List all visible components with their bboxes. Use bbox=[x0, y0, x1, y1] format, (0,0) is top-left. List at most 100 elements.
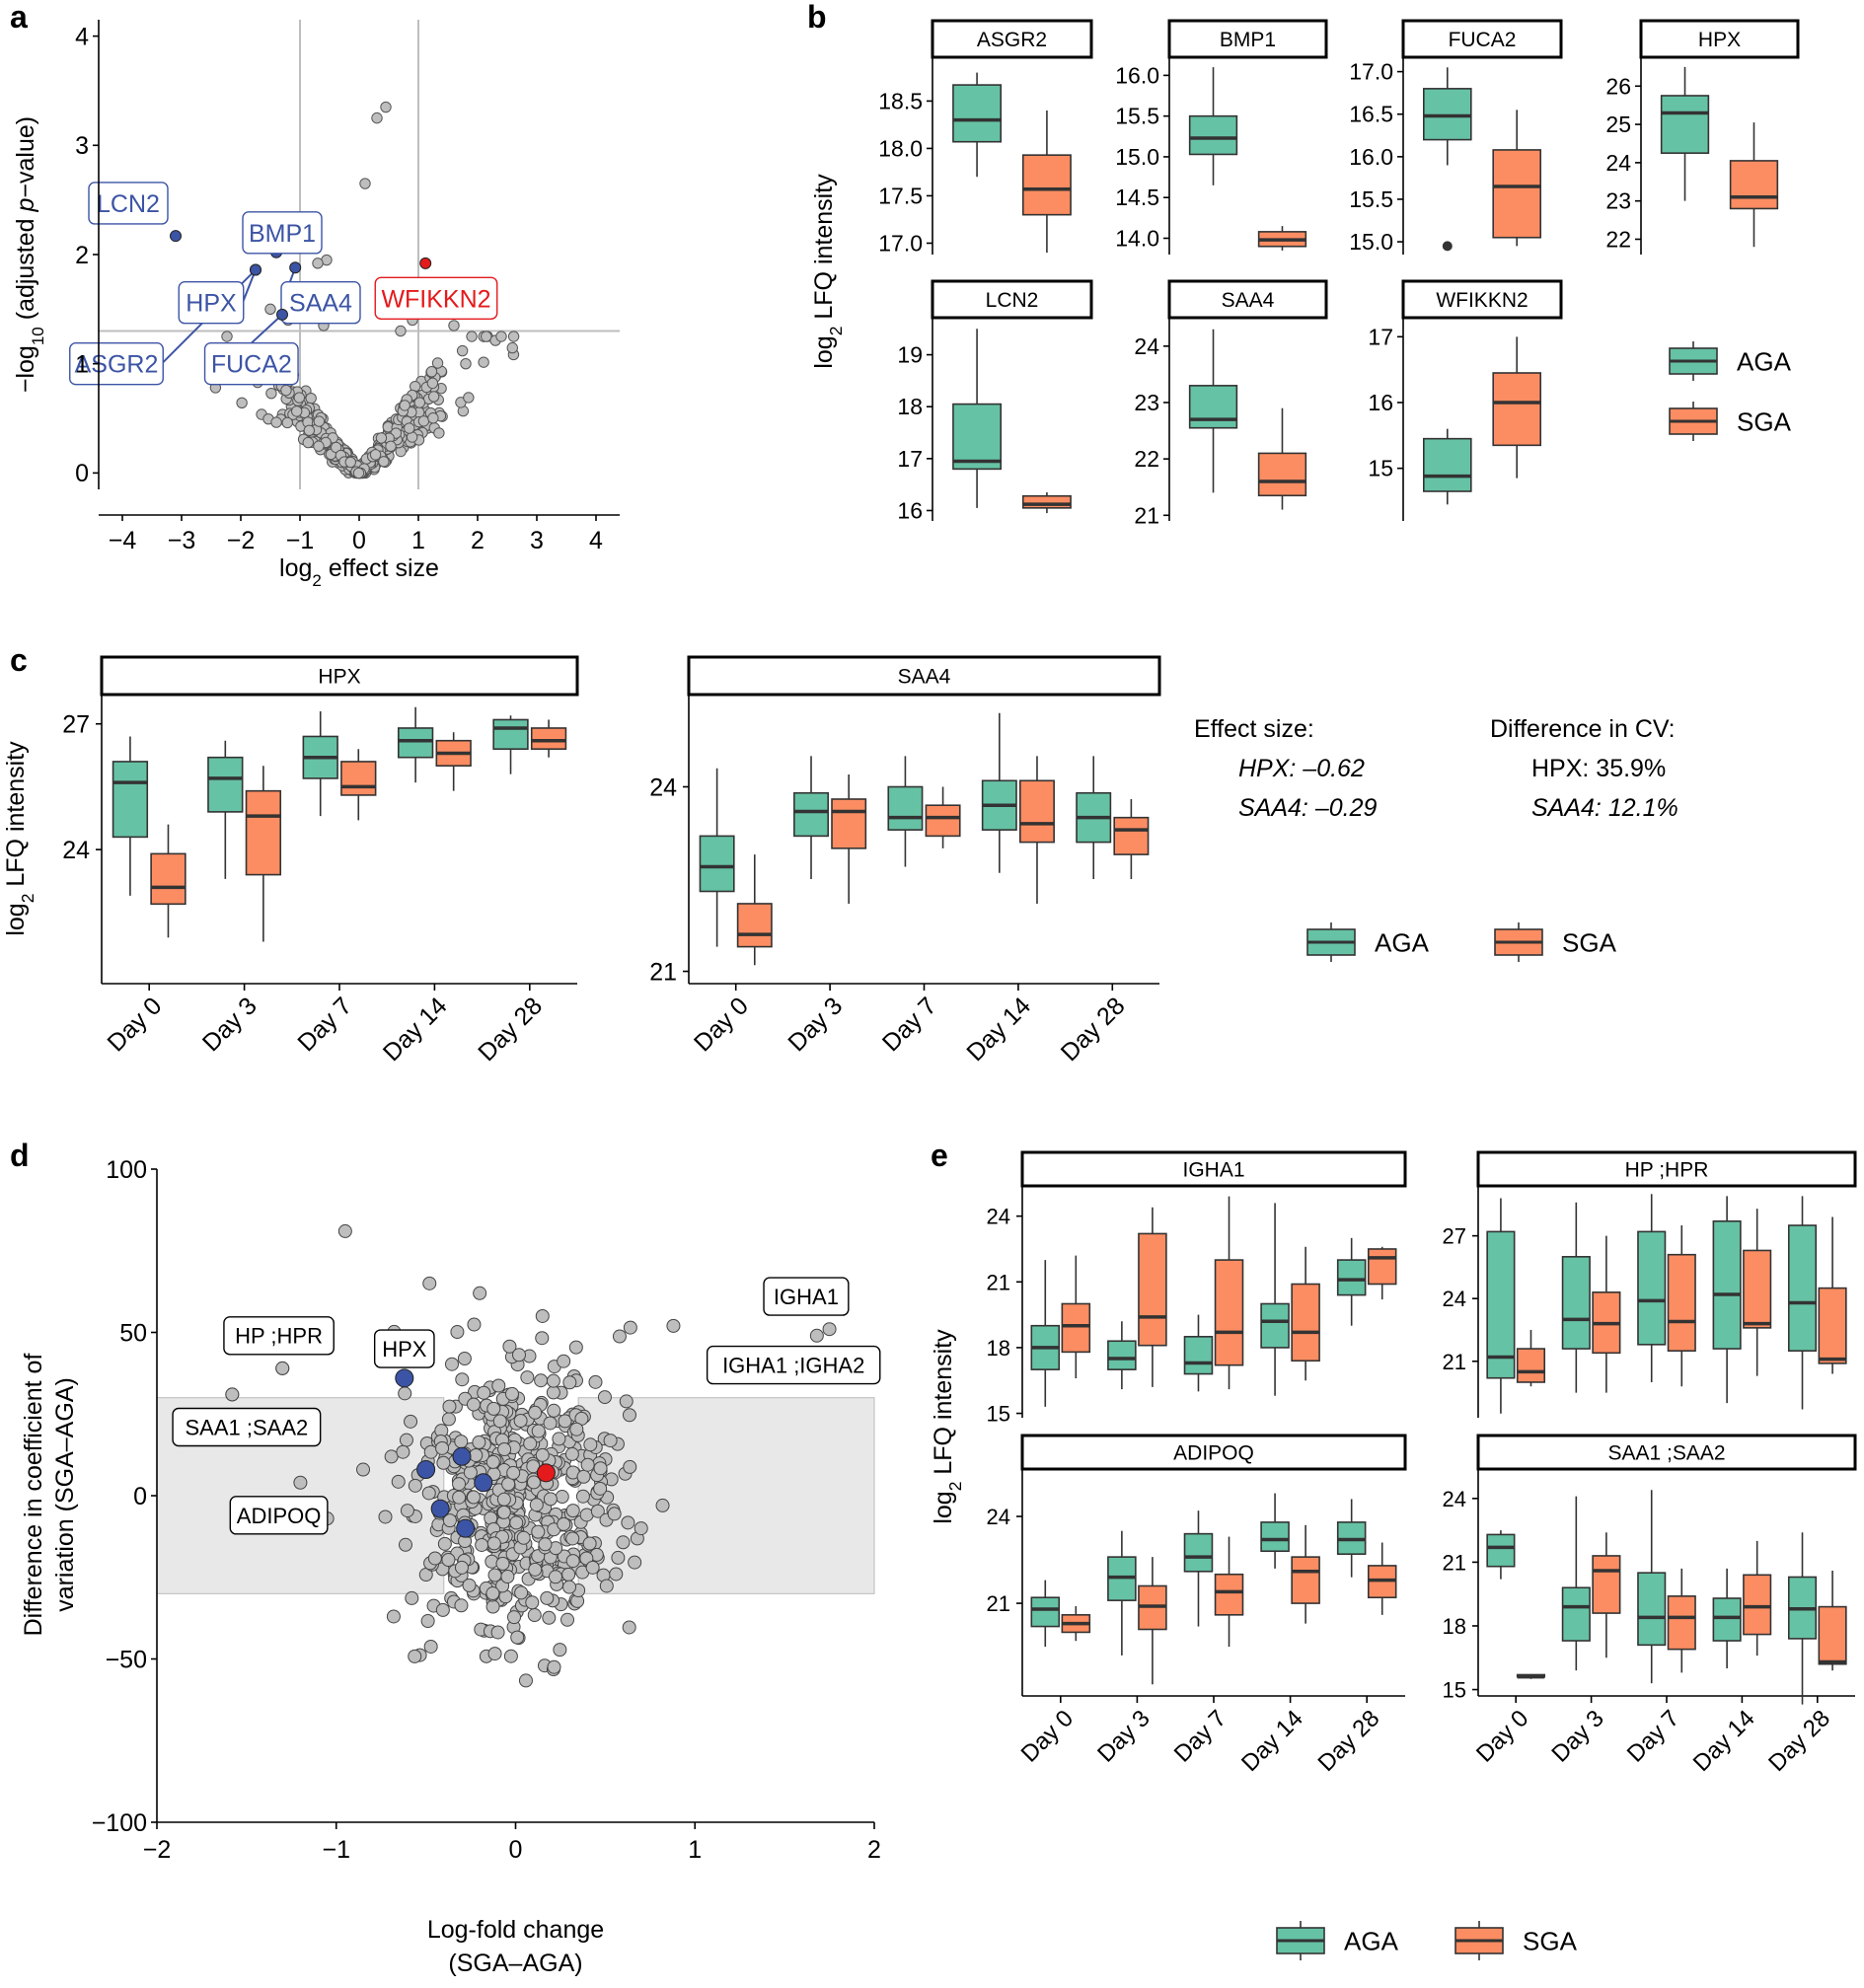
panel-e-legend-aga-label: AGA bbox=[1344, 1926, 1399, 1955]
volcano-point bbox=[375, 432, 388, 444]
cv-point bbox=[609, 1567, 624, 1582]
facet-b-lcn2: LCN2 16 17 18 19 bbox=[897, 279, 1093, 523]
facet-c-hpx-day-3-sga-box bbox=[245, 789, 282, 876]
volcano-x-tick-label: 1 bbox=[411, 527, 425, 554]
facet-e-igha1-day-14-aga-box bbox=[1260, 1302, 1290, 1349]
facet-b-asgr2-strip-title: ASGR2 bbox=[977, 29, 1047, 51]
cv-point bbox=[485, 1586, 500, 1601]
cv-point bbox=[535, 1447, 550, 1462]
cv-point bbox=[485, 1599, 500, 1614]
facet-e-saa1-saa2-tick-label: 18 bbox=[1443, 1614, 1466, 1639]
volcano-y-tick-label: 0 bbox=[75, 460, 89, 487]
facet-b-asgr2-tick-label: 17.0 bbox=[878, 230, 923, 256]
volcano-label-hpx-box bbox=[178, 281, 245, 325]
cv-label-saa1-saa2-text: SAA1 ;SAA2 bbox=[186, 1415, 309, 1439]
volcano-point bbox=[270, 416, 282, 428]
cv-point bbox=[552, 1432, 566, 1446]
cv-point bbox=[562, 1580, 577, 1594]
facet-b-asgr2-strip bbox=[931, 19, 1093, 59]
volcano-label-saa4-text: SAA4 bbox=[289, 290, 352, 318]
cv-point bbox=[540, 1590, 555, 1605]
cv-point bbox=[441, 1412, 456, 1427]
panel-c-legend-aga: AGA bbox=[1306, 922, 1430, 962]
cv-point bbox=[435, 1602, 450, 1617]
volcano-point bbox=[264, 303, 276, 316]
cv-point bbox=[528, 1562, 543, 1577]
volcano-point bbox=[380, 101, 392, 113]
cv-point bbox=[496, 1492, 511, 1507]
cv-point bbox=[518, 1673, 533, 1688]
volcano-point bbox=[456, 344, 469, 357]
volcano-label-bmp1-box bbox=[242, 211, 323, 255]
cv-point bbox=[623, 1459, 637, 1474]
cv-point bbox=[441, 1552, 456, 1567]
facet-c-saa4-day-3-aga bbox=[793, 756, 829, 880]
facet-e-hp-hpr-day-28-sga bbox=[1818, 1216, 1847, 1374]
facet-c-hpx-day-3-aga bbox=[207, 740, 244, 879]
facet-e-adipoq-day-0-aga bbox=[1030, 1580, 1061, 1648]
volcano-x-tick-label: −4 bbox=[109, 527, 137, 554]
facet-e-igha1-day-3-aga bbox=[1107, 1321, 1137, 1390]
cv-point bbox=[562, 1375, 577, 1390]
facet-b-saa4-tick-label: 22 bbox=[1134, 446, 1159, 472]
panel-c-annotations: Effect size: HPX: –0.62 SAA4: –0.29 Diff… bbox=[1194, 715, 1678, 822]
facet-e-hp-hpr-day-7-aga-box bbox=[1637, 1230, 1667, 1346]
facet-e-adipoq-strip bbox=[1020, 1434, 1407, 1471]
facet-e-igha1-day-3-sga-box bbox=[1138, 1232, 1167, 1347]
facet-e-adipoq-day-7-aga bbox=[1183, 1510, 1214, 1627]
volcano-x-tick-label: −3 bbox=[168, 527, 196, 554]
facet-b-asgr2-tick-label: 18.5 bbox=[878, 88, 923, 113]
volcano-label-hpx-text: HPX bbox=[186, 290, 237, 318]
volcano-point bbox=[302, 436, 314, 449]
cv-point bbox=[487, 1568, 502, 1583]
cv-y-label-2: variation (SGA–AGA) bbox=[51, 1377, 79, 1612]
cv-point bbox=[531, 1424, 546, 1438]
facet-b-bmp1-tick-label: 15.5 bbox=[1115, 104, 1159, 129]
facet-e-igha1-tick-label: 18 bbox=[987, 1336, 1010, 1361]
cv-point bbox=[501, 1477, 516, 1492]
volcano-point bbox=[431, 357, 444, 369]
facet-e-igha1-tick-label: 21 bbox=[987, 1270, 1010, 1294]
cv-point bbox=[386, 1609, 401, 1624]
volcano-point bbox=[305, 392, 317, 405]
facet-b-lcn2-box-aga-box bbox=[952, 403, 1003, 471]
facet-e-hp-hpr-day-28-aga bbox=[1787, 1196, 1818, 1410]
facet-b-asgr2-tick-label: 18.0 bbox=[878, 135, 923, 161]
facet-c-saa4-day-7-sga-box bbox=[925, 804, 961, 838]
facet-e-adipoq-strip-title: ADIPOQ bbox=[1173, 1442, 1254, 1465]
cv-label-hpx-text: HPX bbox=[382, 1337, 427, 1362]
facet-e-saa1-saa2-strip bbox=[1476, 1434, 1857, 1471]
cv-point bbox=[557, 1516, 571, 1531]
cv-point bbox=[612, 1329, 627, 1344]
cv-point bbox=[597, 1390, 612, 1405]
cv-point bbox=[535, 1331, 550, 1346]
cv-point bbox=[477, 1385, 491, 1400]
cv-point bbox=[565, 1554, 580, 1569]
cv-point bbox=[398, 1537, 412, 1552]
facet-e-igha1-day-7-sga bbox=[1214, 1196, 1244, 1390]
cv-point bbox=[531, 1524, 546, 1539]
cv-hit-blue bbox=[430, 1499, 450, 1518]
cv-point bbox=[553, 1643, 567, 1657]
cv-y-tick-label: 100 bbox=[106, 1156, 147, 1184]
facet-e-adipoq-day-7-sga-box bbox=[1214, 1573, 1244, 1616]
volcano-y-tick-label: 3 bbox=[75, 132, 89, 160]
cv-point bbox=[580, 1457, 595, 1472]
facet-b-fuca2-tick-label: 15.5 bbox=[1349, 186, 1393, 212]
facet-e-hp-hpr-day-3-sga bbox=[1592, 1235, 1621, 1393]
cv-y-label: Difference in coefficient of bbox=[20, 1354, 47, 1637]
facet-c-saa4-day-0-aga-box bbox=[699, 835, 735, 893]
cv-point bbox=[475, 1537, 489, 1552]
panel-label-a: a bbox=[10, 0, 28, 35]
cv-point-adipoq bbox=[293, 1475, 308, 1490]
facet-c-hpx-day-28-aga bbox=[492, 715, 529, 774]
facet-e-igha1-day-28-sga bbox=[1367, 1246, 1397, 1300]
cv-point bbox=[496, 1505, 511, 1519]
volcano-point bbox=[280, 384, 292, 397]
cv-point bbox=[405, 1590, 419, 1605]
facet-b-bmp1-box-sga bbox=[1257, 226, 1307, 251]
volcano-label-fuca2-text: FUCA2 bbox=[211, 351, 292, 379]
facet-c-saa4-day-14-sga bbox=[1019, 756, 1055, 904]
facet-e-hp-hpr-tick-label: 21 bbox=[1443, 1350, 1466, 1374]
volcano-point bbox=[425, 366, 438, 378]
